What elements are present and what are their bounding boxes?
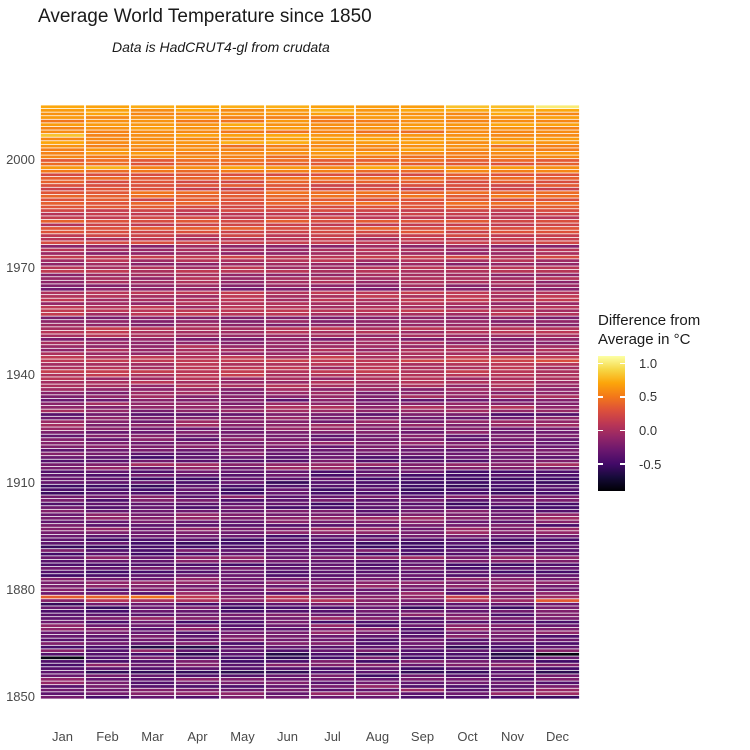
- legend-tick-mark: [620, 463, 625, 465]
- legend-tick-label: 1.0: [639, 355, 658, 371]
- legend-tick-mark: [598, 396, 603, 398]
- legend-tick-label: -0.5: [639, 456, 662, 472]
- legend-colorbar-wrap: 1.0 0.5 0.0 -0.5: [598, 356, 661, 491]
- x-axis-month-label: May: [230, 729, 255, 744]
- y-axis-tick-label: 1880: [6, 581, 35, 597]
- x-axis-month-label: Jul: [324, 729, 341, 744]
- legend-tick-mark: [598, 463, 603, 465]
- chart-subtitle: Data is HadCRUT4-gl from crudata: [112, 39, 330, 55]
- legend-tick-mark: [620, 396, 625, 398]
- x-axis-month-label: Sep: [410, 729, 435, 744]
- x-axis-month-label: Jun: [277, 729, 298, 744]
- legend-tick-mark: [598, 429, 603, 432]
- legend-colorbar: [598, 356, 625, 491]
- legend: Difference from Average in °C 1.0 0.5 0.0 -…: [598, 311, 748, 491]
- y-axis-tick-label: 1940: [6, 367, 35, 383]
- y-axis-tick-label: 1910: [6, 474, 35, 490]
- legend-tick-mark: [620, 362, 625, 365]
- y-axis-tick-label: 1970: [6, 259, 35, 275]
- x-axis-month-label: Jan: [52, 729, 73, 744]
- legend-tick-label: 0.0: [639, 423, 658, 439]
- x-axis-month-label: Nov: [500, 729, 525, 744]
- legend-tick-mark: [598, 362, 603, 365]
- y-axis-tick-label: 1850: [6, 689, 35, 705]
- x-axis-month-label: Dec: [545, 729, 570, 744]
- x-axis-month-label: Mar: [141, 729, 164, 744]
- chart-title: Average World Temperature since 1850: [38, 6, 372, 27]
- x-axis-month-label: Aug: [365, 729, 390, 744]
- legend-title-line1: Difference from: [598, 312, 701, 329]
- x-axis-month-label: Apr: [187, 729, 208, 744]
- heatmap-canvas: [40, 105, 580, 699]
- legend-tick-mark: [620, 429, 625, 432]
- x-axis-month-label: Feb: [96, 729, 119, 744]
- legend-title-line2: Average in °C: [598, 331, 691, 348]
- y-axis-tick-label: 2000: [6, 152, 35, 168]
- legend-tick-label: 0.5: [639, 389, 658, 405]
- x-axis-month-label: Oct: [457, 729, 478, 744]
